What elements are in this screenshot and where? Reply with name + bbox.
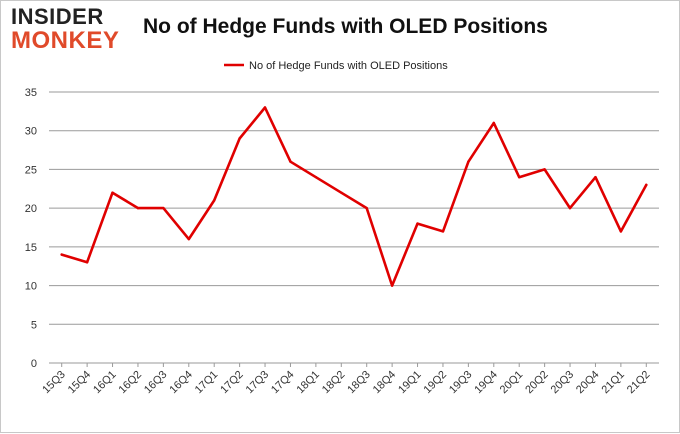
x-tick-label: 17Q4 [269, 369, 297, 397]
x-tick-label: 19Q3 [447, 369, 475, 397]
x-tick-label: 18Q2 [320, 369, 348, 397]
data-point [416, 222, 419, 225]
x-tick-label: 16Q1 [91, 369, 119, 397]
data-point [492, 121, 495, 125]
insider-monkey-logo: INSIDER MONKEY [11, 5, 129, 57]
data-point [568, 206, 572, 210]
x-tick-label: 18Q3 [345, 369, 373, 397]
data-point [136, 206, 140, 210]
legend: No of Hedge Funds with OLED Positions [224, 60, 448, 72]
data-point [314, 175, 318, 179]
legend-label: No of Hedge Funds with OLED Positions [249, 60, 448, 72]
x-tick-label: 17Q1 [193, 369, 221, 397]
chart-title: No of Hedge Funds with OLED Positions [143, 15, 548, 38]
y-axis: 0 5 10 15 20 25 30 35 [25, 87, 37, 370]
series-line-0 [60, 106, 648, 287]
logo-line-1: INSIDER [11, 4, 104, 29]
y-tick-label: 10 [25, 281, 37, 293]
x-tick-label: 17Q3 [244, 369, 272, 397]
logo-line-2: MONKEY [11, 27, 120, 54]
data-point [263, 106, 267, 109]
data-point [60, 253, 63, 256]
x-tick-label: 20Q1 [498, 369, 526, 397]
data-point [365, 206, 368, 210]
data-point [111, 191, 114, 194]
data-point [467, 160, 470, 163]
y-tick-label: 35 [25, 87, 37, 99]
y-tick-label: 25 [25, 164, 37, 176]
data-point [390, 284, 394, 287]
x-tick-label: 20Q4 [574, 369, 602, 397]
x-tick-label: 16Q4 [167, 369, 195, 397]
data-point [594, 175, 597, 179]
x-tick-label: 16Q3 [142, 369, 170, 397]
data-point [162, 206, 165, 210]
x-tick-label: 17Q2 [218, 369, 246, 397]
x-tick-label: 20Q3 [549, 369, 577, 397]
data-point [289, 160, 292, 163]
data-point [85, 261, 89, 264]
x-tick-label: 19Q2 [422, 369, 450, 397]
x-tick-label: 18Q4 [371, 369, 399, 397]
y-tick-label: 20 [25, 203, 37, 215]
x-tick-label: 21Q1 [599, 369, 627, 397]
data-point [645, 183, 648, 187]
x-axis: 15Q315Q416Q116Q216Q316Q417Q117Q217Q317Q4… [40, 363, 652, 396]
y-tick-label: 0 [31, 358, 37, 370]
data-point [213, 199, 216, 202]
x-tick-label: 18Q1 [294, 369, 322, 397]
x-tick-label: 19Q1 [396, 369, 424, 397]
series-layer [60, 106, 648, 287]
data-point [441, 230, 445, 233]
data-point [619, 230, 623, 233]
data-point [340, 191, 343, 194]
y-tick-label: 30 [25, 126, 37, 138]
y-tick-label: 5 [31, 319, 37, 331]
data-point [187, 237, 190, 241]
x-tick-label: 15Q3 [40, 369, 68, 397]
x-tick-label: 15Q4 [66, 369, 94, 397]
data-point [238, 137, 241, 140]
data-point [518, 175, 521, 179]
data-point [543, 168, 546, 171]
grid-lines [49, 91, 659, 364]
x-tick-label: 16Q2 [117, 369, 145, 397]
x-tick-label: 21Q2 [625, 369, 653, 397]
y-tick-label: 15 [25, 242, 37, 254]
x-tick-label: 20Q2 [523, 369, 551, 397]
x-tick-label: 19Q4 [472, 369, 500, 397]
